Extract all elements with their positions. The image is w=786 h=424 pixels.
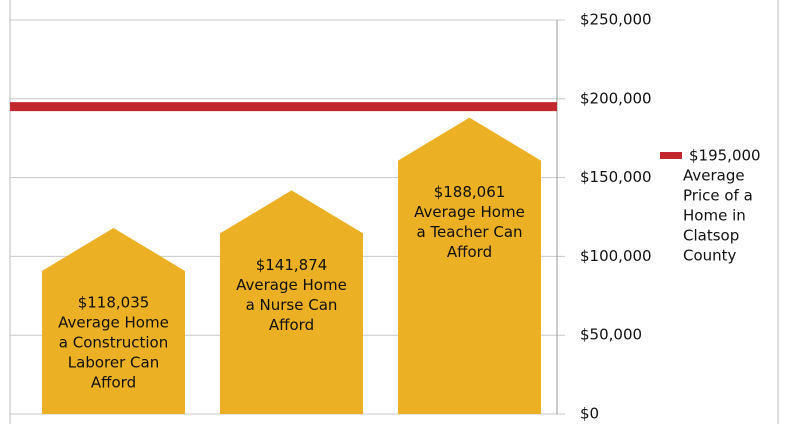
category-label: Afford xyxy=(91,373,136,391)
category-label: a Teacher Can xyxy=(416,223,522,241)
y-tick-label: $0 xyxy=(580,405,599,423)
value-label: $188,061 xyxy=(434,183,506,201)
category-label: a Construction xyxy=(59,333,168,351)
category-label: Average Home xyxy=(414,203,525,221)
y-tick-label: $50,000 xyxy=(580,326,642,344)
legend-label: Average xyxy=(683,167,745,185)
category-label: Laborer Can xyxy=(68,353,159,371)
category-label: Average Home xyxy=(236,276,347,294)
category-label: a Nurse Can xyxy=(246,296,338,314)
legend-swatch xyxy=(660,152,682,159)
y-tick-label: $200,000 xyxy=(580,89,652,107)
y-tick-label: $150,000 xyxy=(580,168,652,186)
value-label: $118,035 xyxy=(78,293,150,311)
category-label: Afford xyxy=(269,316,314,334)
house-bar xyxy=(220,190,363,414)
legend-value: $195,000 xyxy=(689,147,761,165)
legend-label: Price of a xyxy=(683,187,753,205)
y-tick-label: $100,000 xyxy=(580,247,652,265)
legend-label: County xyxy=(683,247,737,265)
house-bar xyxy=(42,227,185,414)
legend-label: Home in xyxy=(683,207,746,225)
y-tick-label: $250,000 xyxy=(580,11,652,29)
category-label: Average Home xyxy=(58,313,169,331)
legend-label: Clatsop xyxy=(683,227,739,245)
value-label: $141,874 xyxy=(256,256,328,274)
house-bar xyxy=(398,117,541,414)
category-label: Afford xyxy=(447,243,492,261)
